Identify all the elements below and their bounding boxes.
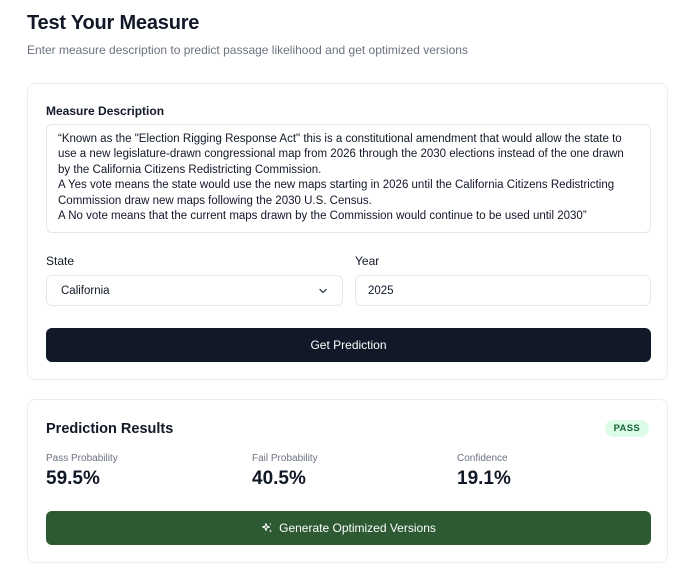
page-subtitle: Enter measure description to predict pas… [27,43,468,57]
pass-probability-label: Pass Probability [46,453,118,464]
year-label: Year [355,254,380,268]
fail-probability-label: Fail Probability [252,453,318,464]
confidence-label: Confidence [457,453,508,464]
measure-input-card: Measure Description “Known as the "Elect… [27,83,668,380]
chevron-down-icon [319,288,327,293]
fail-probability-metric: Fail Probability 40.5% [252,453,318,490]
confidence-value: 19.1% [457,468,511,489]
generate-optimized-versions-button[interactable]: Generate Optimized Versions [46,511,651,545]
state-select-value: California [61,284,110,297]
status-badge: PASS [604,420,649,437]
results-title: Prediction Results [46,421,174,437]
pass-probability-metric: Pass Probability 59.5% [46,453,118,490]
page-title: Test Your Measure [27,12,200,34]
fail-probability-value: 40.5% [252,468,306,489]
pass-probability-value: 59.5% [46,468,100,489]
sparkles-icon [262,522,273,533]
confidence-metric: Confidence 19.1% [457,453,511,490]
prediction-results-card: Prediction Results PASS Pass Probability… [27,399,668,563]
get-prediction-button[interactable]: Get Prediction [46,328,651,362]
generate-optimized-versions-label: Generate Optimized Versions [279,521,436,535]
year-input[interactable]: 2025 [355,275,651,306]
description-textarea[interactable]: “Known as the "Election Rigging Response… [46,124,651,233]
description-label: Measure Description [46,104,165,118]
state-label: State [46,254,75,268]
state-select[interactable]: California [46,275,343,306]
